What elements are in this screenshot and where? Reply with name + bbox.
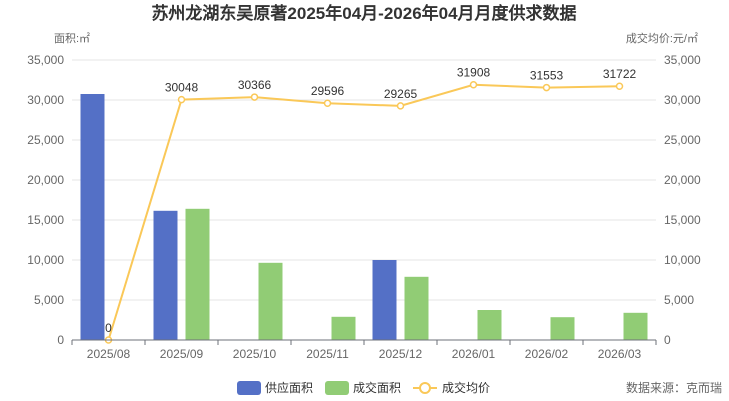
price-label: 31722 bbox=[603, 67, 637, 81]
x-tick-label: 2025/08 bbox=[87, 347, 131, 361]
price-line bbox=[107, 83, 620, 341]
left-tick-label: 5,000 bbox=[34, 293, 64, 307]
price-label: 31908 bbox=[457, 66, 491, 80]
legend-label-deal: 成交面积 bbox=[353, 380, 401, 395]
price-label: 29265 bbox=[384, 87, 418, 101]
legend-marker-price bbox=[419, 382, 431, 394]
legend-label-price: 成交均价 bbox=[442, 380, 490, 395]
x-tick-label: 2026/03 bbox=[598, 347, 642, 361]
right-tick-label: 15,000 bbox=[664, 213, 701, 227]
right-tick-label: 35,000 bbox=[664, 53, 701, 67]
left-tick-label: 0 bbox=[57, 333, 64, 347]
x-tick-label: 2025/09 bbox=[160, 347, 204, 361]
supply-bar bbox=[153, 210, 178, 340]
price-point bbox=[542, 83, 551, 92]
right-axis-label: 成交均价:元/㎡ bbox=[626, 31, 698, 45]
x-tick-label: 2025/11 bbox=[306, 347, 349, 361]
deal-bar bbox=[331, 316, 356, 340]
price-label: 0 bbox=[105, 321, 112, 335]
left-tick-label: 15,000 bbox=[27, 213, 64, 227]
x-tick-label: 2026/01 bbox=[452, 347, 496, 361]
price-label: 30366 bbox=[238, 78, 272, 92]
price-label: 31553 bbox=[530, 69, 564, 83]
deal-bar bbox=[258, 262, 283, 340]
deal-bar bbox=[477, 310, 502, 340]
deal-bar bbox=[623, 312, 648, 340]
supply-bar bbox=[80, 94, 105, 340]
deal-bar bbox=[550, 317, 575, 340]
right-tick-label: 5,000 bbox=[664, 293, 694, 307]
legend-swatch-deal[interactable] bbox=[325, 381, 349, 395]
price-point bbox=[615, 82, 624, 90]
price-point bbox=[396, 102, 405, 110]
price-label: 29596 bbox=[311, 84, 345, 98]
price-label: 30048 bbox=[165, 81, 199, 95]
right-tick-label: 30,000 bbox=[664, 93, 701, 107]
x-tick-label: 2026/02 bbox=[525, 347, 569, 361]
supply-bar bbox=[372, 260, 397, 340]
legend-swatch-supply[interactable] bbox=[237, 381, 261, 395]
right-tick-label: 10,000 bbox=[664, 253, 701, 267]
left-tick-label: 25,000 bbox=[27, 133, 64, 147]
right-tick-label: 20,000 bbox=[664, 173, 701, 187]
right-tick-label: 25,000 bbox=[664, 133, 701, 147]
x-tick-label: 2025/12 bbox=[379, 347, 423, 361]
right-tick-label: 0 bbox=[664, 333, 671, 347]
left-tick-label: 35,000 bbox=[27, 53, 64, 67]
left-axis-label: 面积:㎡ bbox=[54, 32, 90, 45]
left-tick-label: 20,000 bbox=[27, 173, 64, 187]
price-point bbox=[250, 93, 259, 101]
source-note: 数据来源：克而瑞 bbox=[626, 380, 722, 395]
deal-bar bbox=[185, 208, 210, 340]
left-tick-label: 10,000 bbox=[27, 253, 64, 267]
chart-title: 苏州龙湖东吴原著2025年04月-2026年04月月度供求数据 bbox=[151, 3, 576, 23]
price-point bbox=[469, 80, 478, 89]
price-point bbox=[323, 99, 332, 107]
legend-label-supply: 供应面积 bbox=[265, 380, 313, 395]
price-point bbox=[177, 95, 186, 104]
legend: 供应面积 成交面积 成交均价 bbox=[237, 380, 490, 395]
x-tick-label: 2025/10 bbox=[233, 347, 277, 361]
deal-bar bbox=[404, 276, 429, 340]
left-tick-label: 30,000 bbox=[27, 93, 64, 107]
